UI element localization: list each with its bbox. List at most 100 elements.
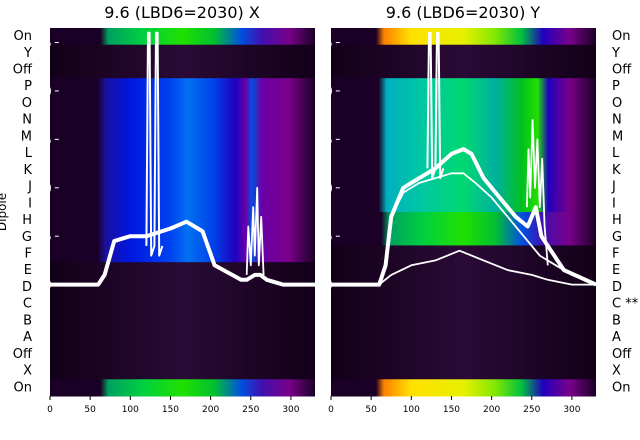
row-label: Y <box>23 46 32 61</box>
y-tick-label: 0 <box>44 279 52 294</box>
row-label: On <box>612 29 630 44</box>
y-axis-label: Dipole <box>0 193 9 231</box>
heatmap-row-0 <box>50 28 315 46</box>
x-tick-label: 250 <box>242 405 259 415</box>
row-label: M <box>21 129 32 144</box>
x-tick-label: 50 <box>365 405 377 415</box>
heatmap-row-15 <box>50 278 315 297</box>
row-label: F <box>612 246 619 261</box>
series-line-0 <box>50 219 315 287</box>
y-tick-label: 20 <box>35 85 52 100</box>
row-label: G <box>612 230 622 245</box>
series-line-1 <box>145 31 164 257</box>
x-tick-label: 150 <box>443 405 460 415</box>
heatmap-row-5 <box>331 111 596 129</box>
heatmap-row-1 <box>50 44 315 62</box>
series-line-2 <box>331 249 596 286</box>
row-label: C ** <box>612 297 639 312</box>
heatmap-row-15 <box>331 278 596 297</box>
series-line-2 <box>245 186 265 275</box>
x-tick-label: 0 <box>47 405 53 415</box>
y-tick-label: 10 <box>35 182 52 197</box>
heatmap-row-11 <box>331 212 596 230</box>
row-label: A <box>612 330 621 345</box>
row-label: D <box>612 280 622 295</box>
y-tick-label: 15 <box>35 133 52 148</box>
row-label: M <box>612 129 623 144</box>
heatmap-row-9 <box>331 178 596 196</box>
chart-title: 9.6 (LBD6=2030) X <box>104 3 260 22</box>
series-line-1 <box>331 172 597 286</box>
series-line-4 <box>526 119 549 266</box>
row-label: H <box>22 213 32 228</box>
x-tick-label: 150 <box>162 405 179 415</box>
heatmap-row-2 <box>50 61 315 79</box>
heatmap-row-6 <box>50 128 315 146</box>
heatmap-row-4 <box>331 94 596 113</box>
heatmap-row-20 <box>331 362 596 380</box>
y-tick-label: 0 <box>325 279 333 294</box>
heatmap-row-7 <box>50 145 315 163</box>
row-label: B <box>23 313 32 328</box>
row-label: F <box>25 246 32 261</box>
row-label: K <box>23 163 32 178</box>
row-label: I <box>612 196 616 211</box>
y-tick-label: 15 <box>316 133 333 148</box>
row-label: J <box>27 180 32 195</box>
heatmap-row-18 <box>331 329 596 347</box>
heatmap-row-16 <box>50 295 315 313</box>
x-tick-label: 300 <box>563 405 580 415</box>
x-tick-label: 200 <box>202 405 219 415</box>
y-tick-label: 25 <box>35 37 52 52</box>
heatmap-row-11 <box>50 212 315 230</box>
row-label: N <box>22 113 32 128</box>
heatmap-row-12 <box>50 228 315 246</box>
heatmap-row-16 <box>331 295 596 313</box>
x-tick-label: 250 <box>523 405 540 415</box>
chart-title: 9.6 (LBD6=2030) Y <box>386 3 541 22</box>
row-label: X <box>23 364 32 379</box>
heatmap-row-21 <box>331 379 596 397</box>
row-label: P <box>24 79 32 94</box>
row-label: On <box>612 380 630 395</box>
y-tick-label: 5 <box>325 230 333 245</box>
x-tick-label: 200 <box>483 405 500 415</box>
row-label: Off <box>13 62 33 77</box>
x-tick-label: 100 <box>403 405 420 415</box>
row-label: Y <box>611 46 620 61</box>
heatmap-row-3 <box>50 78 315 96</box>
heatmap-row-8 <box>50 161 315 180</box>
heatmap-row-17 <box>331 312 596 330</box>
x-tick-label: 100 <box>122 405 139 415</box>
heatmap-row-18 <box>50 329 315 347</box>
row-label: N <box>612 113 622 128</box>
x-tick-label: 50 <box>84 405 96 415</box>
heatmap-row-7 <box>331 145 596 163</box>
heatmap-row-10 <box>50 195 315 213</box>
row-label: I <box>28 196 32 211</box>
y-tick-label: 25 <box>316 37 333 52</box>
row-label: Off <box>13 347 33 362</box>
row-label: Off <box>612 347 632 362</box>
heatmap-row-19 <box>50 345 315 364</box>
heatmap-row-19 <box>331 345 596 364</box>
row-label: L <box>612 146 620 161</box>
heatmap-row-4 <box>50 94 315 113</box>
y-tick-label: 10 <box>316 182 333 197</box>
row-label: C <box>23 297 32 312</box>
x-tick-label: 0 <box>328 405 334 415</box>
row-label: On <box>14 29 32 44</box>
heatmap-row-1 <box>331 44 596 62</box>
heatmap-row-17 <box>50 312 315 330</box>
heatmap-row-0 <box>331 28 596 46</box>
heatmap-row-3 <box>331 78 596 96</box>
row-label: B <box>612 313 621 328</box>
row-label: H <box>612 213 622 228</box>
row-label: D <box>22 280 32 295</box>
heatmap-row-6 <box>331 128 596 146</box>
heatmap-row-21 <box>50 379 315 397</box>
y-tick-label: 20 <box>316 85 333 100</box>
row-label: K <box>612 163 621 178</box>
